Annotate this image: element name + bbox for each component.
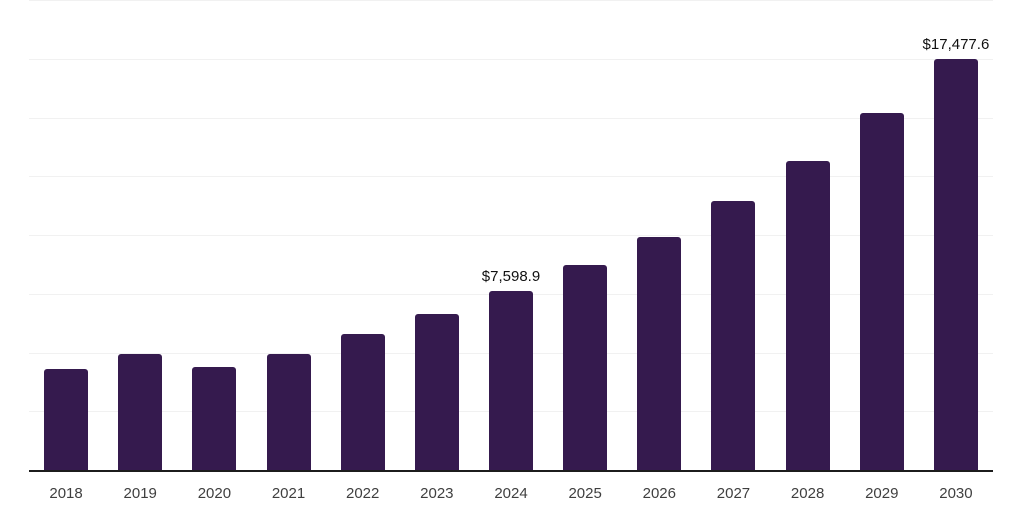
x-tick-label-2023: 2023 [420, 485, 454, 502]
x-tick-label-2030: 2030 [939, 485, 973, 502]
gridline-15000 [29, 117, 993, 119]
bar-2025[interactable] [563, 265, 608, 470]
x-axis-labels: 2018 2019 2020 2021 2022 2023 2024 2025 2026 2027… [29, 485, 993, 505]
x-tick-label-2024: 2024 [494, 485, 528, 502]
gridline-17500 [29, 58, 993, 60]
data-label-2024: $7,598.9 [481, 268, 541, 286]
x-tick-label-2020: 2020 [197, 485, 232, 502]
bar-2018[interactable] [44, 369, 89, 470]
gridline-20000 [29, 0, 993, 1]
data-label-2030: $17,477.6 [922, 36, 990, 54]
x-tick-label-2027: 2027 [716, 485, 751, 502]
bar-2023[interactable] [414, 313, 459, 470]
bar-2020[interactable] [192, 366, 237, 470]
x-tick-label-2029: 2029 [865, 485, 899, 502]
bar-2022[interactable] [340, 333, 385, 470]
x-tick-label-2019: 2019 [123, 485, 157, 502]
x-tick-label-2018: 2018 [49, 485, 83, 502]
bar-2027[interactable] [711, 201, 756, 470]
bar-2028[interactable] [785, 160, 830, 470]
bar-2030[interactable] [933, 59, 978, 470]
x-axis-line [29, 470, 993, 472]
bar-2019[interactable] [118, 353, 163, 470]
bar-2024[interactable] [489, 291, 533, 470]
x-tick-label-2026: 2026 [642, 485, 676, 502]
bar-2021[interactable] [266, 353, 311, 470]
x-tick-label-2025: 2025 [568, 485, 602, 502]
x-tick-label-2022: 2022 [346, 485, 380, 502]
plot-area: $7,598.9 $17,477.6 [29, 0, 993, 472]
x-tick-label-2028: 2028 [790, 485, 825, 502]
bar-2029[interactable] [859, 113, 904, 470]
gridline-10000 [29, 235, 993, 236]
bar-2026[interactable] [637, 236, 682, 470]
x-tick-label-2021: 2021 [271, 485, 306, 502]
gridline-12500 [29, 176, 993, 178]
